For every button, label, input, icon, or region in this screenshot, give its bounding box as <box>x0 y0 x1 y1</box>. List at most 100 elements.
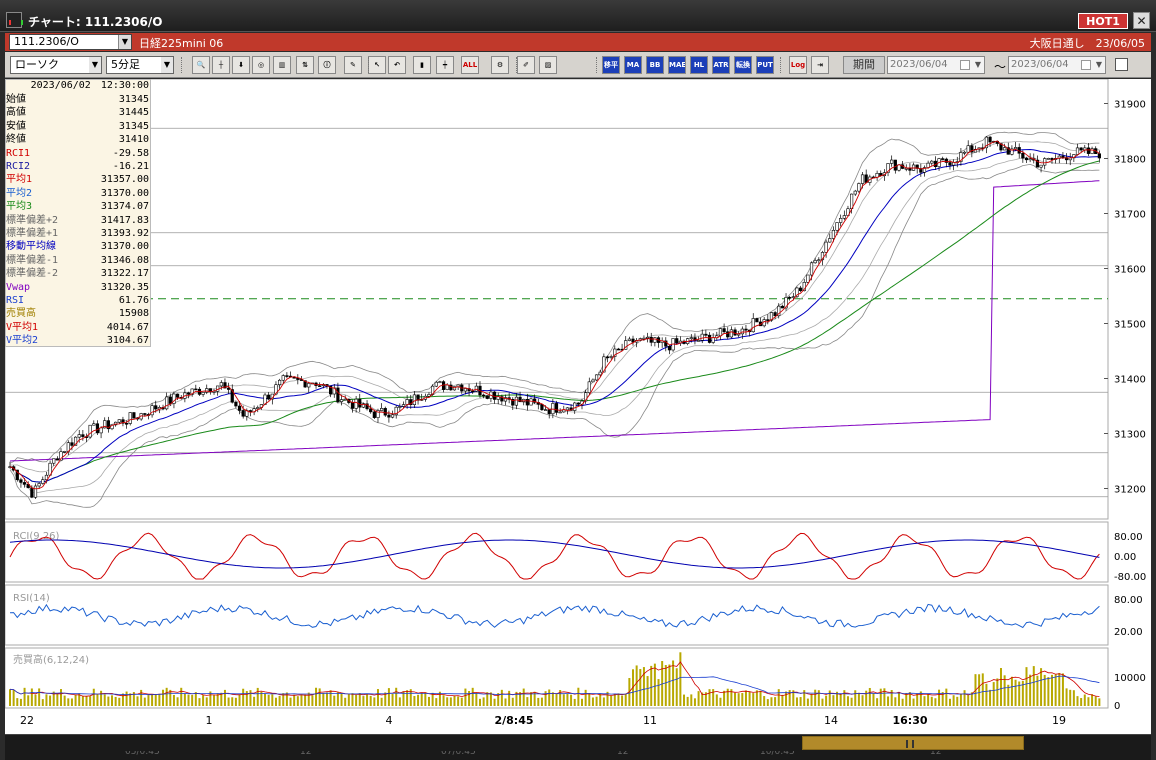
candle-body <box>642 337 646 340</box>
indicator-button-0[interactable]: 移平 <box>602 56 620 74</box>
volume-bar <box>599 693 602 706</box>
volume-bar <box>529 692 532 706</box>
volume-bar <box>424 692 427 706</box>
chart-canvas[interactable]: 31900 31800 31700 31600 31500 31400 31300 31200… <box>4 78 1151 738</box>
candle-body <box>1086 147 1091 154</box>
price-tick-label: 31700 <box>1114 210 1146 221</box>
undo-icon[interactable]: ↶ <box>388 56 406 74</box>
candle-body <box>915 164 919 169</box>
volume-bar <box>1021 680 1024 706</box>
volume-bar <box>712 689 715 706</box>
candle-body <box>777 305 781 317</box>
chart-type-select[interactable]: ローソク ▼ <box>10 56 102 74</box>
gear-icon[interactable]: ⚙ <box>491 56 509 74</box>
candle-body <box>627 338 631 341</box>
indicator-button-6[interactable]: 転換 <box>734 56 752 74</box>
overview-scrollbar[interactable] <box>5 734 1151 751</box>
candle-body <box>773 312 777 317</box>
pen-icon[interactable]: ✎ <box>344 56 362 74</box>
brush-icon[interactable]: ✐ <box>517 56 535 74</box>
volume-bar <box>1032 666 1035 706</box>
candle-body <box>438 381 442 383</box>
volume-bar <box>242 688 245 706</box>
candle-body <box>190 388 194 395</box>
volume-bar <box>325 692 328 706</box>
data-row: 平均3 31374.07 <box>6 200 152 213</box>
toolbar: ローソク ▼ 5分足 ▼ 🔍 ┼ ⬇ ◎ ▥ ⇅ ⓘ ✎ ↖ ↶ ▮ ┿ ALL ⚙ ✐ ▨ 移平 MA BB MA… <box>5 52 1151 78</box>
volume-bar <box>442 695 445 706</box>
volume-bar <box>650 665 653 706</box>
indicator-button-3[interactable]: MAE <box>668 56 686 74</box>
volume-ma2-line <box>9 675 1100 696</box>
data-row-value: 31370.00 <box>100 187 149 199</box>
candle-icon[interactable]: ▮ <box>413 56 431 74</box>
target-icon[interactable]: ◎ <box>252 56 270 74</box>
candle-body <box>835 222 839 231</box>
volume-bar <box>60 689 63 706</box>
rsi-tick-label: 20.00 <box>1114 627 1143 638</box>
data-row: Vwap 31320.35 <box>6 281 152 294</box>
date-to-input[interactable]: 2023/06/04 ▼ <box>1008 56 1106 74</box>
volume-bar <box>726 688 729 706</box>
time-axis-label: 16:30 <box>892 714 927 727</box>
volume-bar <box>635 665 638 706</box>
all-button[interactable]: ALL <box>461 56 479 74</box>
volume-bar <box>865 690 868 706</box>
indicator-button-1[interactable]: MA <box>624 56 642 74</box>
data-row-value: 31393.92 <box>100 228 149 239</box>
chevron-down-icon[interactable]: ▼ <box>1095 60 1103 69</box>
candle-body <box>605 356 610 359</box>
scroll-thumb[interactable] <box>802 736 1024 750</box>
candle-body <box>474 385 478 392</box>
date-range-checkbox[interactable] <box>1115 58 1128 71</box>
volume-bar <box>723 690 726 706</box>
volume-bar <box>489 692 492 706</box>
close-icon[interactable]: ✕ <box>1133 12 1150 29</box>
volume-bar <box>264 693 267 706</box>
candle-body <box>77 434 81 438</box>
indicator-button-4[interactable]: HL <box>690 56 708 74</box>
volume-bar <box>81 696 84 706</box>
palette-icon[interactable]: ▨ <box>539 56 557 74</box>
indicator-button-2[interactable]: BB <box>646 56 664 74</box>
candle-body <box>154 405 158 410</box>
candle-body <box>95 423 100 434</box>
volume-bar <box>719 697 722 706</box>
cursor-icon[interactable]: ↖ <box>368 56 386 74</box>
chart-icon[interactable]: ▥ <box>273 56 291 74</box>
log-button[interactable]: Log <box>789 56 807 74</box>
symbol-input[interactable]: 111.2306/O ▼ <box>9 34 132 50</box>
chart-area[interactable]: 31900 31800 31700 31600 31500 31400 31300 31200… <box>4 78 1151 738</box>
bar-icon[interactable]: ┿ <box>436 56 454 74</box>
interval-select[interactable]: 5分足 ▼ <box>106 56 174 74</box>
date-from-input[interactable]: 2023/06/04 ▼ <box>887 56 985 74</box>
period-button[interactable]: 期間 <box>843 56 885 74</box>
volume-bar <box>129 693 132 706</box>
chevron-down-icon[interactable]: ▼ <box>974 60 982 69</box>
data-row-value: 31370.00 <box>100 241 149 253</box>
info-icon[interactable]: ⓘ <box>318 56 336 74</box>
compare-icon[interactable]: ⇅ <box>296 56 314 74</box>
export-icon[interactable]: ⇥ <box>811 56 829 74</box>
hot-badge-button[interactable]: HOT1 <box>1078 13 1128 29</box>
candle-body <box>117 419 121 423</box>
candle-body <box>751 318 755 333</box>
candle-body <box>864 174 868 183</box>
crosshair-icon[interactable]: ┼ <box>212 56 230 74</box>
down-arrow-icon[interactable]: ⬇ <box>232 56 250 74</box>
volume-bar <box>304 694 307 706</box>
candle-body <box>806 274 810 283</box>
volume-bar <box>573 698 576 706</box>
calendar-icon[interactable] <box>1081 60 1091 70</box>
candle-body <box>1024 157 1029 161</box>
volume-bar <box>894 697 897 706</box>
volume-bar <box>639 669 642 706</box>
chevron-down-icon[interactable]: ▼ <box>118 35 131 49</box>
indicator-button-7[interactable]: PUT <box>756 56 774 74</box>
volume-bar <box>187 694 190 706</box>
calendar-icon[interactable] <box>960 60 970 70</box>
overview-label: 12 <box>617 751 629 757</box>
candle-body <box>919 168 923 173</box>
indicator-button-5[interactable]: ATR <box>712 56 730 74</box>
zoom-icon[interactable]: 🔍 <box>192 56 210 74</box>
